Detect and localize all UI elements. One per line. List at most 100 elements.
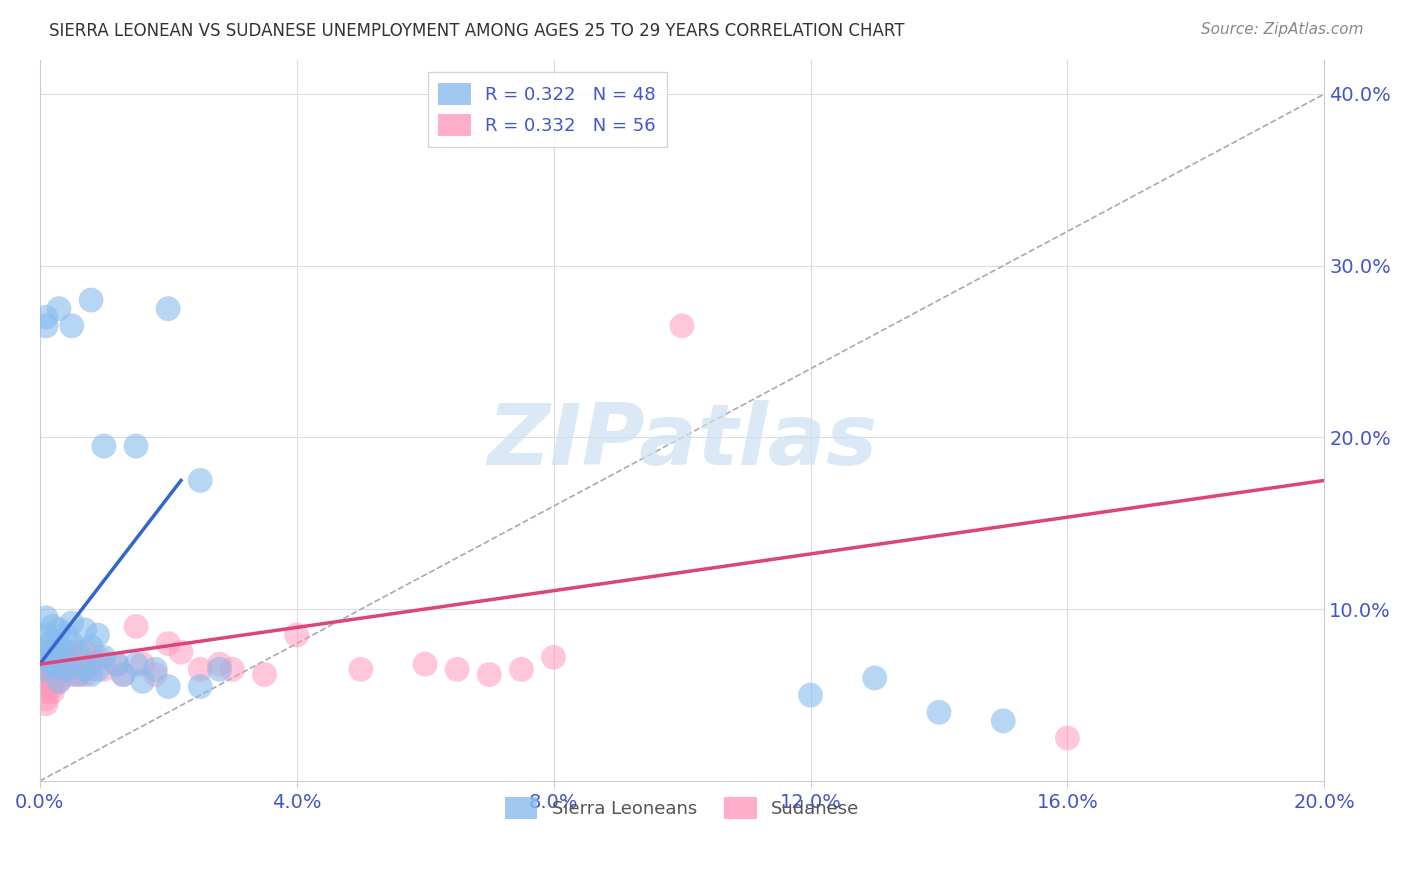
Point: [60, 657, 83, 672]
Point: [73, 662, 96, 676]
Point: [55, 628, 77, 642]
Point: [80, 657, 103, 672]
Point: [41, 650, 63, 665]
Point: [48, 650, 70, 665]
Point: [41, 674, 63, 689]
Text: Source: ZipAtlas.com: Source: ZipAtlas.com: [1201, 22, 1364, 37]
Point: [131, 657, 153, 672]
Point: [35, 628, 58, 642]
Point: [93, 662, 115, 676]
Point: [543, 650, 565, 665]
Point: [188, 680, 211, 694]
Point: [125, 619, 148, 633]
Point: [112, 667, 135, 681]
Point: [55, 657, 77, 672]
Point: [208, 657, 231, 672]
Point: [1056, 731, 1078, 745]
Point: [446, 662, 468, 676]
Point: [863, 671, 886, 685]
Point: [48, 657, 70, 672]
Point: [35, 684, 58, 698]
Point: [73, 645, 96, 659]
Point: [41, 645, 63, 659]
Point: [48, 674, 70, 689]
Point: [55, 645, 77, 659]
Point: [93, 439, 115, 453]
Point: [60, 615, 83, 630]
Point: [86, 662, 108, 676]
Point: [41, 667, 63, 681]
Point: [41, 645, 63, 659]
Point: [67, 667, 90, 681]
Point: [208, 662, 231, 676]
Point: [105, 657, 128, 672]
Point: [143, 662, 166, 676]
Point: [671, 318, 693, 333]
Point: [35, 662, 58, 676]
Point: [993, 714, 1015, 728]
Point: [93, 650, 115, 665]
Point: [48, 301, 70, 316]
Point: [35, 674, 58, 689]
Point: [35, 662, 58, 676]
Point: [35, 650, 58, 665]
Point: [48, 640, 70, 654]
Point: [41, 684, 63, 698]
Point: [105, 657, 128, 672]
Point: [143, 667, 166, 681]
Point: [188, 474, 211, 488]
Point: [48, 662, 70, 676]
Point: [41, 680, 63, 694]
Point: [35, 310, 58, 325]
Point: [86, 628, 108, 642]
Point: [80, 640, 103, 654]
Point: [73, 667, 96, 681]
Legend: Sierra Leoneans, Sudanese: Sierra Leoneans, Sudanese: [498, 789, 866, 826]
Text: ZIPatlas: ZIPatlas: [486, 401, 877, 483]
Point: [125, 439, 148, 453]
Point: [928, 706, 950, 720]
Point: [221, 662, 243, 676]
Point: [35, 318, 58, 333]
Point: [35, 657, 58, 672]
Point: [41, 657, 63, 672]
Point: [55, 667, 77, 681]
Point: [60, 637, 83, 651]
Point: [799, 688, 821, 702]
Point: [170, 645, 193, 659]
Point: [86, 650, 108, 665]
Point: [35, 691, 58, 706]
Point: [60, 645, 83, 659]
Point: [60, 318, 83, 333]
Point: [478, 667, 501, 681]
Point: [157, 301, 180, 316]
Point: [112, 667, 135, 681]
Point: [55, 662, 77, 676]
Point: [35, 645, 58, 659]
Point: [285, 628, 308, 642]
Point: [125, 657, 148, 672]
Point: [510, 662, 533, 676]
Point: [41, 657, 63, 672]
Point: [35, 611, 58, 625]
Point: [157, 680, 180, 694]
Point: [41, 662, 63, 676]
Point: [55, 662, 77, 676]
Point: [67, 650, 90, 665]
Point: [157, 637, 180, 651]
Point: [350, 662, 373, 676]
Text: SIERRA LEONEAN VS SUDANESE UNEMPLOYMENT AMONG AGES 25 TO 29 YEARS CORRELATION CH: SIERRA LEONEAN VS SUDANESE UNEMPLOYMENT …: [49, 22, 904, 40]
Point: [131, 674, 153, 689]
Point: [41, 633, 63, 648]
Point: [73, 623, 96, 637]
Point: [48, 623, 70, 637]
Point: [188, 662, 211, 676]
Point: [35, 640, 58, 654]
Point: [80, 667, 103, 681]
Point: [253, 667, 276, 681]
Point: [48, 674, 70, 689]
Point: [413, 657, 436, 672]
Point: [80, 293, 103, 307]
Point: [60, 667, 83, 681]
Point: [35, 650, 58, 665]
